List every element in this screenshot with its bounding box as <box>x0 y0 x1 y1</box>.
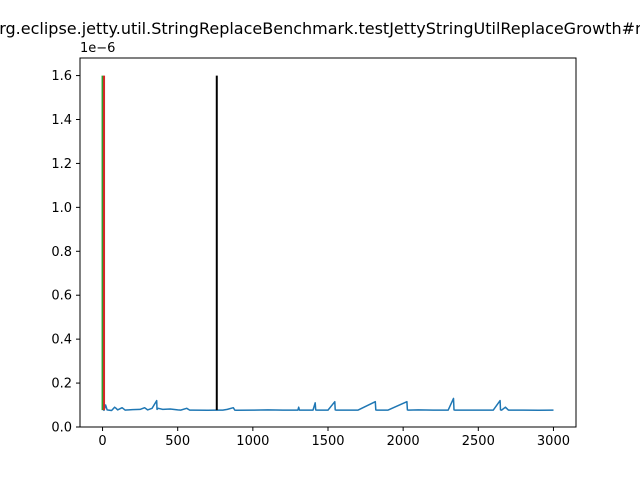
x-tick-label: 2000 <box>387 434 420 449</box>
x-tick-label: 500 <box>165 434 190 449</box>
y-tick-label: 0.6 <box>51 289 72 304</box>
x-tick-label: 1500 <box>311 434 344 449</box>
plot-area <box>101 75 554 412</box>
axes-frame <box>79 57 577 428</box>
y-axis-offset-label: 1e−6 <box>80 41 115 56</box>
y-tick-label: 1.0 <box>51 201 72 216</box>
y-tick-label: 1.4 <box>51 113 72 128</box>
x-tick-label: 1000 <box>236 434 269 449</box>
axes: 0 500 1000 1500 2000 2500 3000 0.0 0.2 0.4 0.6 0.8 1… <box>51 57 577 449</box>
y-tick-label: 1.2 <box>51 157 72 172</box>
y-tick-label: 1.6 <box>51 69 72 84</box>
y-tick-label: 0.0 <box>51 421 72 436</box>
series-line-0 <box>101 397 554 412</box>
chart-title: org.eclipse.jetty.util.StringReplaceBenc… <box>0 19 640 38</box>
y-tick-label: 0.2 <box>51 377 72 392</box>
x-tick-label: 0 <box>98 434 106 449</box>
x-tick-label: 3000 <box>537 434 570 449</box>
x-tick-label: 2500 <box>462 434 495 449</box>
y-tick-label: 0.8 <box>51 245 72 260</box>
y-tick-label: 0.4 <box>51 333 72 348</box>
